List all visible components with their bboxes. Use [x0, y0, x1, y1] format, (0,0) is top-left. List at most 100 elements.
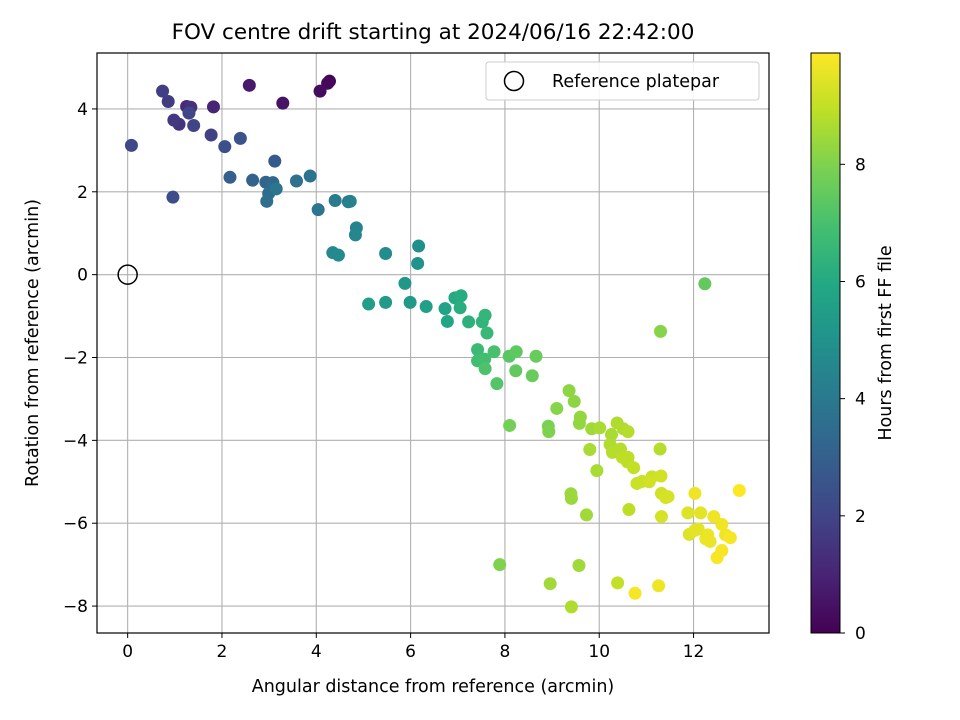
data-point: [124, 138, 138, 152]
data-point: [543, 577, 557, 591]
data-point: [542, 425, 556, 439]
y-tick-label: −6: [63, 514, 88, 534]
data-point: [503, 418, 517, 432]
data-point: [654, 510, 668, 524]
data-point: [562, 384, 576, 398]
y-tick-label: −8: [63, 597, 88, 617]
data-point: [628, 586, 642, 600]
data-point: [246, 173, 260, 187]
data-point: [269, 182, 283, 196]
data-point: [260, 194, 274, 208]
data-point: [525, 369, 539, 383]
colorbar-tick-label: 6: [855, 272, 866, 292]
data-point: [453, 301, 467, 315]
data-point: [509, 364, 523, 378]
x-tick-label: 6: [405, 642, 416, 662]
legend: Reference platepar: [485, 61, 760, 101]
x-tick-label: 12: [683, 642, 705, 662]
data-point: [732, 483, 746, 497]
gridlines: [97, 53, 769, 633]
data-point: [622, 503, 636, 517]
y-tick-label: −4: [63, 431, 88, 451]
colorbar-tick-label: 8: [855, 155, 866, 175]
data-point: [593, 421, 607, 435]
reference-platepar-marker: [117, 264, 138, 285]
data-point: [493, 558, 507, 572]
data-point: [661, 490, 675, 504]
data-point: [311, 203, 325, 217]
data-point: [403, 295, 417, 309]
colorbar-label: Hours from first FF file: [876, 245, 896, 440]
data-point: [567, 394, 581, 408]
data-point: [156, 84, 170, 98]
data-point: [572, 416, 586, 430]
data-point: [182, 106, 196, 120]
data-point: [681, 506, 695, 520]
x-axis-label: Angular distance from reference (arcmin): [252, 677, 615, 697]
data-point: [564, 600, 578, 614]
data-point: [579, 508, 593, 522]
data-point: [652, 579, 666, 593]
data-point: [223, 170, 237, 184]
y-tick-label: 2: [77, 183, 88, 203]
x-axis-ticks: 0 2 4 6 8 10 12: [122, 633, 704, 662]
data-point: [698, 277, 712, 291]
data-point: [653, 442, 667, 456]
data-point: [204, 128, 218, 142]
colorbar: 0 2 4 6 8 Hours from first FF file: [810, 52, 896, 644]
data-point: [707, 510, 721, 524]
data-point: [604, 428, 618, 442]
data-point: [723, 531, 737, 545]
data-point: [398, 276, 412, 290]
data-point: [478, 308, 492, 322]
data-point: [289, 174, 303, 188]
colorbar-ticks: 0 2 4 6 8: [840, 155, 866, 644]
data-point: [276, 96, 290, 110]
data-point: [490, 377, 504, 391]
data-point: [328, 193, 342, 207]
reference-marker: [117, 264, 138, 285]
data-point: [654, 324, 668, 338]
x-tick-label: 4: [311, 642, 322, 662]
data-point: [242, 78, 256, 92]
data-point: [379, 295, 393, 309]
plot-frame: [96, 52, 770, 634]
data-point: [206, 100, 220, 114]
data-point: [694, 506, 708, 520]
data-point: [715, 517, 729, 531]
data-point: [362, 297, 376, 311]
data-point: [419, 300, 433, 314]
y-tick-label: 4: [77, 100, 88, 120]
data-point: [462, 315, 476, 329]
data-point: [161, 94, 175, 108]
data-point: [313, 84, 327, 98]
x-tick-label: 10: [588, 642, 610, 662]
data-point: [233, 131, 247, 145]
data-point: [166, 190, 180, 204]
y-axis-label: Rotation from reference (arcmin): [23, 199, 43, 487]
colorbar-tick-label: 2: [855, 507, 866, 527]
data-point: [471, 343, 485, 357]
legend-box: [485, 61, 760, 101]
x-tick-label: 0: [122, 642, 133, 662]
data-point: [691, 522, 705, 536]
y-tick-label: 0: [77, 266, 88, 286]
data-point: [710, 551, 724, 565]
data-point: [478, 352, 492, 366]
data-point: [688, 486, 702, 500]
data-point: [331, 248, 345, 262]
data-point: [411, 256, 425, 270]
data-point: [654, 469, 668, 483]
chart-title: FOV centre drift starting at 2024/06/16 …: [172, 20, 695, 45]
data-point: [529, 349, 543, 363]
data-point: [167, 113, 181, 127]
legend-label: Reference platepar: [552, 72, 720, 92]
data-point: [642, 475, 656, 489]
x-tick-label: 2: [217, 642, 228, 662]
data-point: [611, 576, 625, 590]
data-point: [480, 326, 494, 340]
data-point: [348, 228, 362, 242]
y-axis-ticks: −8 −6 −4 −2 0 2 4: [63, 100, 97, 617]
data-point: [454, 289, 468, 303]
